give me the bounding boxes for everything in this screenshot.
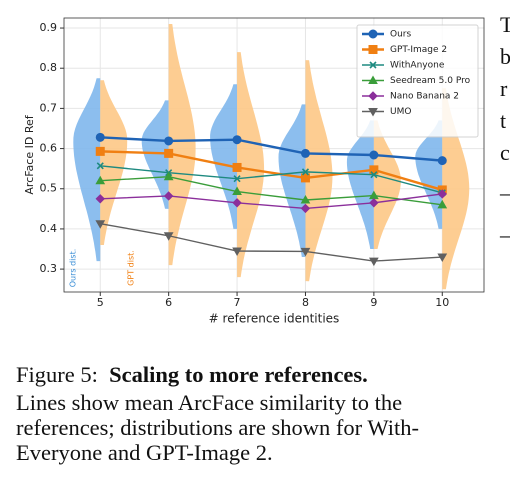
distribution-label: Ours dist. <box>69 249 78 288</box>
caption-line: Everyone and GPT-Image 2. <box>16 440 273 465</box>
data-point <box>163 191 174 201</box>
violin <box>100 80 128 245</box>
plot-frame <box>63 17 485 293</box>
data-point <box>163 171 174 181</box>
legend-marker <box>368 75 378 84</box>
data-point <box>300 194 311 204</box>
data-point <box>95 132 105 142</box>
data-point <box>232 186 242 196</box>
violin <box>373 120 401 250</box>
chart: ArcFace ID Ref # reference identities 0.… <box>23 17 485 326</box>
legend-marker <box>368 91 378 101</box>
y-tick-label: 0.3 <box>40 262 58 275</box>
data-point <box>164 136 174 146</box>
caption-line: Lines show mean ArcFace similarity to th… <box>16 390 403 415</box>
data-point <box>95 194 105 204</box>
legend-marker <box>368 29 378 39</box>
data-point <box>300 203 311 214</box>
data-point <box>232 247 242 257</box>
side-fragment: b <box>500 44 510 69</box>
violin <box>237 52 265 278</box>
legend-label: GPT-Image 2 <box>390 45 447 55</box>
data-point <box>300 148 310 158</box>
legend-label: Nano Banana 2 <box>390 92 459 102</box>
series-line <box>100 193 443 210</box>
data-point <box>437 199 448 209</box>
violin <box>442 88 470 290</box>
side-fragment: T <box>500 12 510 37</box>
data-point <box>233 175 241 183</box>
data-point <box>437 156 447 166</box>
y-tick-label: 0.4 <box>40 222 58 235</box>
y-tick-label: 0.8 <box>40 61 58 74</box>
legend-label: Ours <box>390 30 411 40</box>
x-axis-label: # reference identities <box>209 312 340 326</box>
data-point <box>232 135 242 145</box>
data-point <box>95 175 106 185</box>
legend-marker <box>368 108 378 117</box>
caption-line: Figure 5: Scaling to more references. <box>16 362 368 388</box>
data-point <box>164 148 174 158</box>
side-fragment: – <box>500 180 510 205</box>
legend-label: Seedream 5.0 Pro <box>390 76 471 86</box>
figure-label: Figure 5: <box>16 362 98 387</box>
violin <box>210 84 238 229</box>
legend-box <box>356 24 479 138</box>
data-point <box>437 189 447 199</box>
series-line <box>100 175 443 206</box>
data-point <box>300 173 310 183</box>
y-tick-label: 0.7 <box>40 101 58 114</box>
distribution-label: GPT dist. <box>127 250 136 286</box>
series-line <box>100 136 443 162</box>
x-tick-label: 10 <box>435 296 449 309</box>
side-fragment: r <box>500 76 508 101</box>
violin <box>278 104 306 258</box>
legend-label: WithAnyone <box>390 61 445 71</box>
side-fragment: – <box>500 222 510 247</box>
y-tick-label: 0.6 <box>40 142 58 155</box>
legend-marker <box>368 45 378 54</box>
x-tick-label: 7 <box>234 296 241 309</box>
data-point <box>301 168 310 176</box>
data-point <box>95 146 105 156</box>
x-tick-label: 8 <box>302 296 309 309</box>
series-line <box>100 165 443 194</box>
violin <box>346 120 374 250</box>
data-point <box>300 247 311 257</box>
series-line <box>100 223 443 262</box>
y-tick-label: 0.5 <box>40 182 58 195</box>
data-point <box>437 253 448 263</box>
violin <box>305 60 333 282</box>
x-tick-label: 6 <box>165 296 172 309</box>
violin <box>415 120 443 229</box>
y-axis-label: ArcFace ID Ref <box>23 114 36 194</box>
data-point <box>369 257 379 267</box>
series-line <box>100 150 443 192</box>
legend-label: UMO <box>390 107 411 117</box>
data-point <box>96 162 104 170</box>
data-point <box>232 162 242 172</box>
data-point <box>369 150 379 160</box>
data-point <box>95 220 106 229</box>
caption-title: Scaling to more references. <box>109 362 368 387</box>
data-point <box>232 198 242 208</box>
violin <box>73 78 101 262</box>
data-point <box>369 198 379 208</box>
side-fragment: t <box>500 108 507 133</box>
caption-line: references; distributions are shown for … <box>16 415 419 440</box>
side-fragment: c <box>500 140 510 165</box>
legend-marker <box>369 61 377 69</box>
x-tick-label: 5 <box>97 296 104 309</box>
y-tick-label: 0.9 <box>40 21 58 34</box>
violin <box>168 24 196 266</box>
x-tick-label: 9 <box>370 296 377 309</box>
violin <box>141 100 169 209</box>
data-point <box>370 171 378 179</box>
data-point <box>163 232 174 241</box>
